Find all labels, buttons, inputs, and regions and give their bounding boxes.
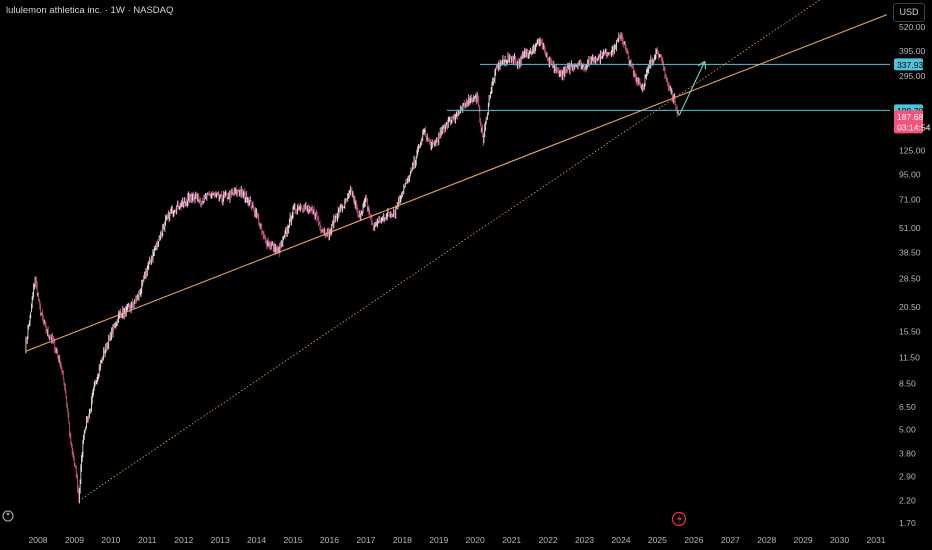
last-price-badge-text: 187.68 bbox=[897, 112, 924, 122]
x-tick-label: 2008 bbox=[28, 535, 47, 545]
y-tick-label: 2.90 bbox=[899, 472, 916, 482]
lightning-icon[interactable] bbox=[671, 511, 687, 527]
level-badge-upper-bg bbox=[894, 58, 923, 71]
x-tick-label: 2015 bbox=[283, 535, 302, 545]
y-tick-label: 1.70 bbox=[899, 518, 916, 528]
y-tick-label: 295.00 bbox=[899, 71, 926, 81]
y-tick-label: 520.00 bbox=[899, 22, 926, 32]
y-tick-label: 20.50 bbox=[899, 302, 921, 312]
y-tick-label: 95.00 bbox=[899, 169, 921, 179]
x-tick-label: 2025 bbox=[648, 535, 667, 545]
x-tick-label: 2011 bbox=[138, 535, 157, 545]
tv-logo-icon[interactable] bbox=[2, 510, 14, 522]
y-tick-label: 8.50 bbox=[899, 379, 916, 389]
x-tick-label: 2018 bbox=[393, 535, 412, 545]
y-tick-label: 3.80 bbox=[899, 448, 916, 458]
axis-layer: 520.00 395.00 295.00 125.00 95.00 71.00 51.00 3… bbox=[28, 22, 925, 545]
x-tick-label: 2020 bbox=[466, 535, 485, 545]
x-tick-label: 2030 bbox=[830, 535, 849, 545]
x-tick-label: 2029 bbox=[794, 535, 813, 545]
drawings-layer bbox=[25, 0, 890, 501]
y-tick-label: 5.00 bbox=[899, 425, 916, 435]
x-tick-label: 2017 bbox=[356, 535, 375, 545]
currency-button[interactable]: USD bbox=[893, 3, 925, 22]
x-tick-label: 2027 bbox=[721, 535, 740, 545]
x-tick-label: 2021 bbox=[502, 535, 521, 545]
x-tick-label: 2023 bbox=[575, 535, 594, 545]
x-tick-label: 2014 bbox=[247, 535, 266, 545]
projection-arrow[interactable] bbox=[678, 61, 706, 116]
level-badge-upper: 337.93 bbox=[894, 58, 924, 71]
y-tick-label: 6.50 bbox=[899, 402, 916, 412]
y-tick-label: 38.50 bbox=[899, 248, 921, 258]
x-tick-label: 2024 bbox=[611, 535, 630, 545]
x-tick-label: 2026 bbox=[684, 535, 703, 545]
x-tick-label: 2022 bbox=[539, 535, 558, 545]
symbol-title: lululemon athletica inc. · 1W · NASDAQ bbox=[6, 5, 174, 16]
x-tick-label: 2016 bbox=[320, 535, 339, 545]
dotted-trendline[interactable] bbox=[78, 0, 887, 501]
x-tick-label: 2013 bbox=[211, 535, 230, 545]
x-tick-label: 2010 bbox=[101, 535, 120, 545]
y-tick-label: 71.00 bbox=[899, 195, 921, 205]
projection-arrow-head bbox=[697, 60, 706, 67]
x-tick-label: 2019 bbox=[429, 535, 448, 545]
projection-arrow-head bbox=[704, 61, 707, 70]
y-tick-label: 28.50 bbox=[899, 274, 921, 284]
x-tick-label: 2028 bbox=[757, 535, 776, 545]
last-price-badge-bg bbox=[894, 110, 923, 134]
y-tick-label: 2.20 bbox=[899, 496, 916, 506]
y-tick-label: 125.00 bbox=[899, 146, 926, 156]
y-tick-label: 15.50 bbox=[899, 326, 921, 336]
y-tick-label: 395.00 bbox=[899, 46, 926, 56]
x-tick-label: 2009 bbox=[65, 535, 84, 545]
x-tick-label: 2031 bbox=[866, 535, 885, 545]
price-series bbox=[25, 32, 679, 504]
y-tick-label: 51.00 bbox=[899, 223, 921, 233]
y-tick-label: 11.50 bbox=[899, 352, 920, 362]
x-tick-label: 2012 bbox=[174, 535, 193, 545]
level-badge-upper-text: 337.93 bbox=[897, 60, 924, 70]
solid-trendline[interactable] bbox=[25, 14, 888, 353]
last-price-badge-text: 03:14:54 bbox=[897, 122, 931, 132]
